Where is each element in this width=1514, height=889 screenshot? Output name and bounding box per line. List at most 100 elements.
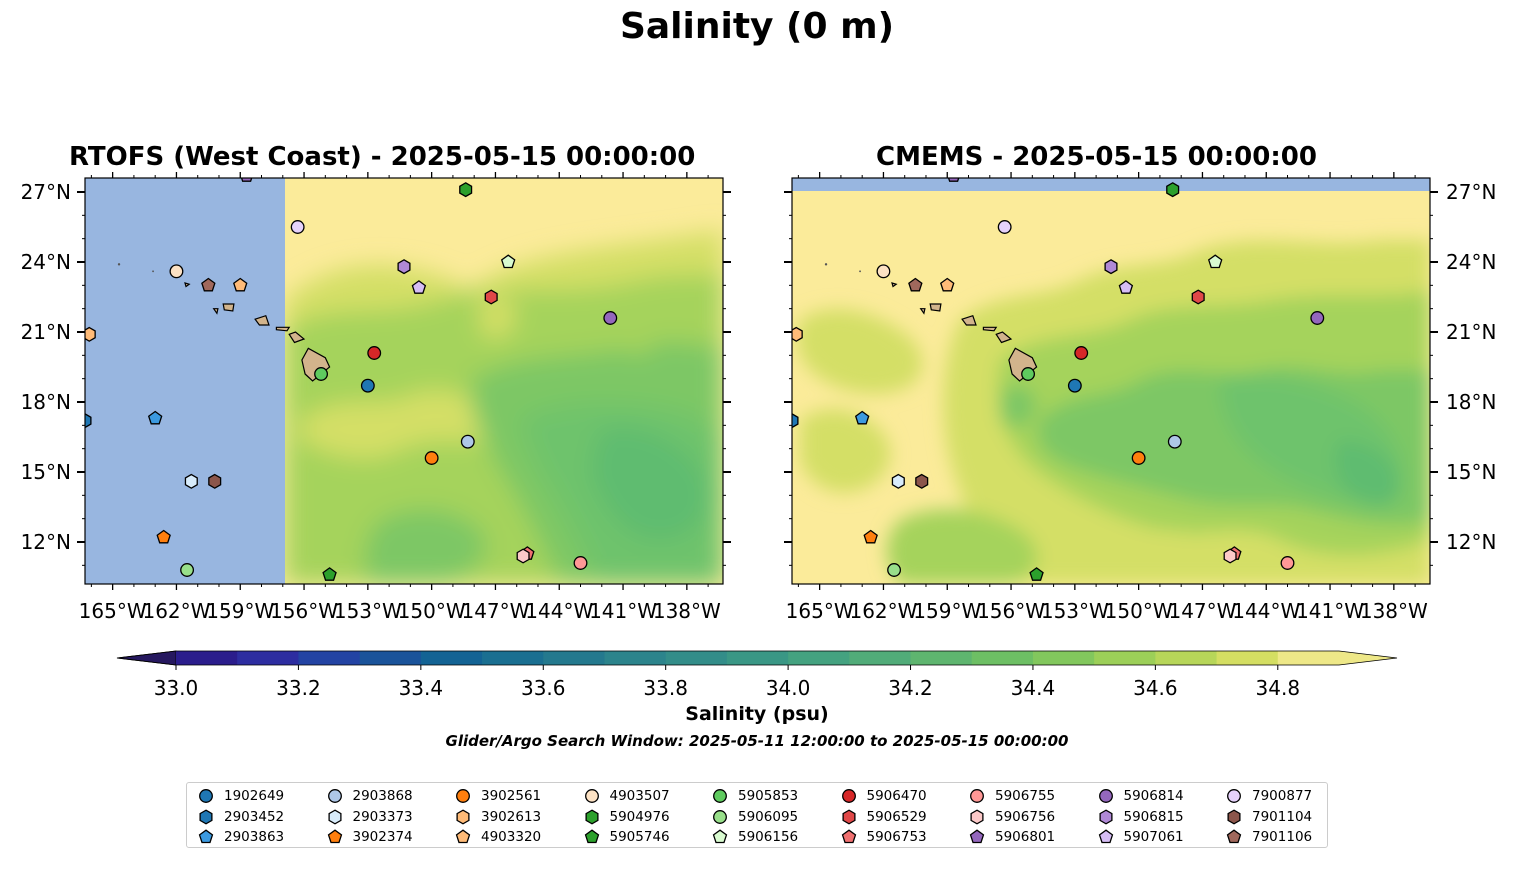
island-outline: [212, 308, 219, 315]
x-tick-label: 162°W: [142, 599, 210, 623]
x-tick-label: 144°W: [525, 599, 593, 623]
colorbar-segment: [176, 651, 238, 665]
legend-item: 2903452: [197, 808, 284, 826]
legend-symbol: [970, 808, 984, 825]
island-outline: [275, 326, 291, 332]
float-marker-4903507: [876, 264, 891, 279]
x-tick-label: 153°W: [334, 599, 402, 623]
x-tick-label: 156°W: [977, 599, 1045, 623]
y-tick-label: 24°N: [21, 250, 71, 274]
x-tick-label: 159°W: [913, 599, 981, 623]
float-marker-3902613: [85, 326, 96, 342]
island-outline: [891, 282, 898, 288]
hawaii-islands-right: [824, 263, 1038, 382]
x-tick-label: 150°W: [398, 599, 466, 623]
legend-item: 5907061: [1097, 828, 1184, 846]
legend-item: 2903863: [197, 828, 284, 846]
y-tick-label: 12°N: [1446, 530, 1496, 554]
legend-symbol: [199, 808, 213, 825]
islet-dot: [117, 263, 121, 266]
legend-symbol: [327, 789, 342, 803]
y-tick-label: 27°N: [21, 180, 71, 204]
legend-item: 5906814: [1097, 787, 1184, 805]
colorbar-tick-label: 33.4: [399, 676, 444, 700]
legend-marker-pentagon: [198, 829, 214, 844]
float-marker-5905746: [1029, 567, 1044, 581]
legend-label: 5906801: [995, 829, 1056, 845]
legend-label: 7901106: [1252, 829, 1313, 845]
island-outline: [301, 347, 331, 382]
colorbar-segment: [482, 651, 544, 665]
island-outline: [288, 331, 306, 344]
island-outline: [995, 331, 1013, 344]
float-marker-3902561: [1131, 451, 1146, 465]
legend-item: 7901104: [1225, 808, 1312, 826]
colorbar-segment: [359, 651, 422, 665]
float-marker-3902561: [424, 451, 439, 465]
island-outline: [982, 326, 998, 332]
legend-symbol: [1098, 829, 1113, 844]
float-marker-7901106: [908, 277, 923, 292]
float-marker-5907061: [411, 280, 427, 294]
islet-dot: [152, 270, 154, 273]
legend-item: 7901106: [1225, 828, 1312, 846]
legend-marker-pentagon: [712, 829, 728, 844]
legend-marker-circle: [1098, 789, 1113, 803]
float-legend: 1902649 2903452 2903863 2903868 2903373 39023…: [186, 782, 1328, 848]
legend-symbol: [456, 808, 470, 825]
float-marker-5906801: [240, 178, 253, 182]
legend-label: 5906156: [738, 829, 799, 845]
legend-label: 3902613: [481, 808, 542, 825]
y-tick-label: 18°N: [1446, 390, 1496, 414]
legend-marker-hexagon: [327, 808, 342, 825]
legend-label: 5906470: [866, 788, 927, 804]
legend-label: 7901104: [1252, 808, 1313, 825]
float-marker-5906756: [516, 548, 530, 564]
colorbar-segment: [665, 651, 728, 665]
colorbar-tick-label: 34.8: [1256, 676, 1301, 700]
colorbar: 33.0 33.2 33.4 33.6 33.8 34.0 34.2 34.4 34.6 34.8: [116, 650, 1398, 700]
legend-symbol: [970, 789, 984, 803]
island-outline: [254, 314, 270, 326]
y-tick-label: 18°N: [21, 390, 71, 414]
legend-marker-circle: [1227, 789, 1241, 803]
legend-label: 5904976: [609, 808, 670, 825]
float-marker-5906529: [484, 289, 498, 305]
legend-label: 5906814: [1123, 788, 1184, 804]
float-markers-right: [792, 178, 1325, 581]
legend-label: 5905746: [609, 829, 670, 845]
rtofs-frame: [84, 177, 724, 585]
legend-label: 2903868: [352, 788, 413, 804]
float-marker-1902649: [360, 378, 375, 393]
colorbar-extend-low: [116, 650, 177, 666]
colorbar-segment: [1094, 651, 1156, 665]
legend-item: 4903320: [454, 828, 541, 846]
float-marker-7901106: [201, 277, 216, 292]
legend-symbol: [198, 829, 214, 844]
colorbar-tick-label: 33.2: [276, 676, 321, 700]
colorbar-segment: [849, 651, 912, 665]
float-marker-7901104: [208, 473, 222, 489]
float-marker-2903868: [1167, 434, 1182, 449]
rtofs-salinity-field: [85, 178, 723, 584]
float-marker-2903868: [460, 434, 475, 449]
legend-marker-circle: [970, 789, 984, 803]
x-tick-label: 138°W: [653, 599, 721, 623]
colorbar-tick-label: 33.8: [643, 676, 688, 700]
float-marker-5905746: [322, 567, 337, 581]
legend-symbol: [327, 829, 342, 844]
island-outline: [222, 303, 235, 312]
cmems-frame: [791, 177, 1431, 585]
float-marker-4903507: [169, 264, 184, 279]
float-marker-5906755: [573, 556, 588, 570]
colorbar-extend-high: [1277, 651, 1397, 665]
legend-item: 5906753: [840, 828, 927, 846]
legend-marker-pentagon: [1226, 829, 1242, 844]
colorbar-outline: [116, 650, 1398, 666]
float-marker-5906095: [180, 563, 195, 577]
legend-item: 2903868: [326, 787, 413, 805]
legend-symbol: [456, 789, 470, 803]
legend-symbol: [1227, 808, 1241, 825]
legend-label: 3902561: [481, 788, 542, 804]
colorbar-segment: [1032, 651, 1095, 665]
